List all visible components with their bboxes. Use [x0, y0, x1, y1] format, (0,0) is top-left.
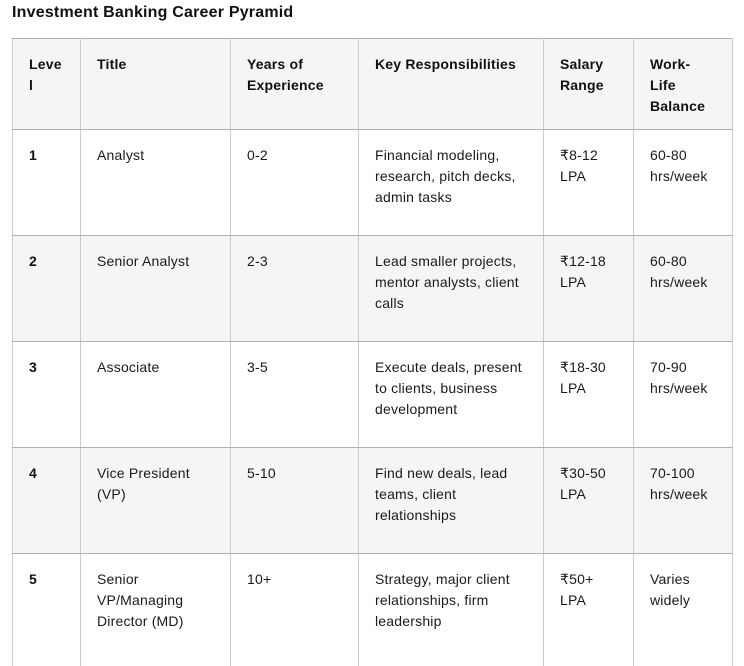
cell-years: 10+ — [230, 553, 359, 666]
cell-salary: ₹50+ LPA — [543, 553, 634, 666]
table-body: 1 Analyst 0-2 Financial modeling, resear… — [12, 129, 733, 666]
cell-responsibilities: Financial modeling, research, pitch deck… — [358, 129, 544, 236]
column-header-title: Title — [80, 38, 231, 130]
column-header-level: Level — [12, 38, 81, 130]
table-row: 1 Analyst 0-2 Financial modeling, resear… — [12, 129, 733, 236]
table-row: 4 Vice President (VP) 5-10 Find new deal… — [12, 447, 733, 554]
cell-balance: 60-80 hrs/week — [633, 235, 733, 342]
column-header-salary: Salary Range — [543, 38, 634, 130]
career-pyramid-table: Level Title Years of Experience Key Resp… — [12, 38, 733, 666]
cell-balance: 70-90 hrs/week — [633, 341, 733, 448]
cell-responsibilities: Find new deals, lead teams, client relat… — [358, 447, 544, 554]
cell-years: 5-10 — [230, 447, 359, 554]
cell-responsibilities: Lead smaller projects, mentor analysts, … — [358, 235, 544, 342]
cell-balance: 60-80 hrs/week — [633, 129, 733, 236]
cell-salary: ₹12-18 LPA — [543, 235, 634, 342]
cell-salary: ₹18-30 LPA — [543, 341, 634, 448]
cell-level: 3 — [12, 341, 81, 448]
cell-years: 2-3 — [230, 235, 359, 342]
cell-title: Senior VP/Managing Director (MD) — [80, 553, 231, 666]
cell-level: 2 — [12, 235, 81, 342]
cell-title: Analyst — [80, 129, 231, 236]
cell-responsibilities: Strategy, major client relationships, fi… — [358, 553, 544, 666]
cell-years: 3-5 — [230, 341, 359, 448]
table-row: 2 Senior Analyst 2-3 Lead smaller projec… — [12, 235, 733, 342]
cell-title: Senior Analyst — [80, 235, 231, 342]
table-row: 5 Senior VP/Managing Director (MD) 10+ S… — [12, 553, 733, 666]
column-header-years: Years of Experience — [230, 38, 359, 130]
cell-level: 1 — [12, 129, 81, 236]
cell-title: Vice President (VP) — [80, 447, 231, 554]
cell-level: 5 — [12, 553, 81, 666]
cell-balance: 70-100 hrs/week — [633, 447, 733, 554]
page-title: Investment Banking Career Pyramid — [12, 4, 294, 21]
cell-salary: ₹30-50 LPA — [543, 447, 634, 554]
cell-years: 0-2 — [230, 129, 359, 236]
column-header-responsibilities: Key Responsibilities — [358, 38, 544, 130]
cell-title: Associate — [80, 341, 231, 448]
table-row: 3 Associate 3-5 Execute deals, present t… — [12, 341, 733, 448]
column-header-balance: Work-Life Balance — [633, 38, 733, 130]
cell-balance: Varies widely — [633, 553, 733, 666]
table-header: Level Title Years of Experience Key Resp… — [12, 38, 733, 130]
cell-level: 4 — [12, 447, 81, 554]
header-row: Level Title Years of Experience Key Resp… — [12, 38, 733, 130]
cell-salary: ₹8-12 LPA — [543, 129, 634, 236]
cell-responsibilities: Execute deals, present to clients, busin… — [358, 341, 544, 448]
